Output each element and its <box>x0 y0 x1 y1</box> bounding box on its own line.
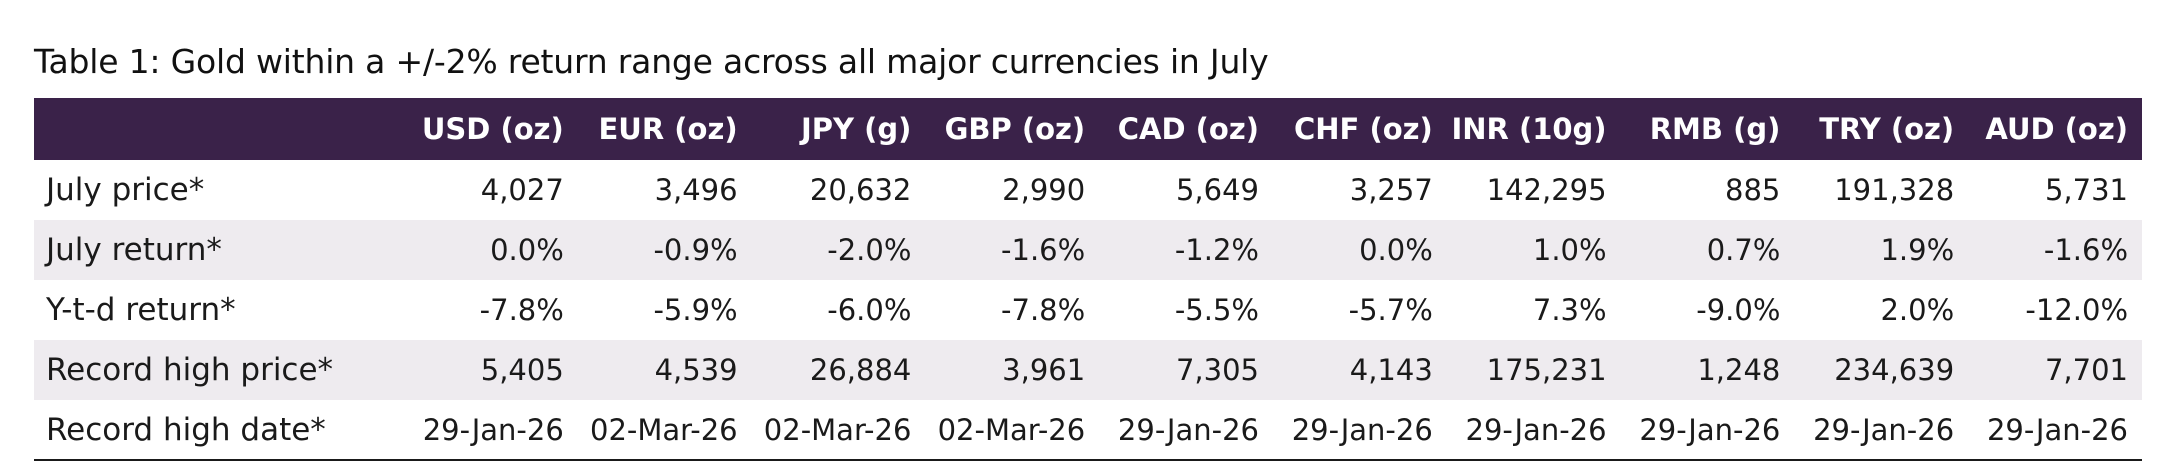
table-cell: 175,231 <box>1486 353 1607 387</box>
table-cell: 5,649 <box>1175 173 1259 207</box>
table-cell: 26,884 <box>809 353 912 387</box>
table-cell: 29-Jan-26 <box>1291 412 1433 447</box>
table-cell: 02-Mar-26 <box>937 412 1086 447</box>
table-cell: 0.0% <box>490 233 564 267</box>
header-cell: AUD (oz) <box>1985 112 2128 146</box>
table-cell: 29-Jan-26 <box>1986 412 2128 447</box>
row-label: Y-t-d return* <box>46 292 236 328</box>
table-cell: 29-Jan-26 <box>1465 412 1607 447</box>
header-cell: CAD (oz) <box>1117 112 1259 146</box>
table-cell: 1.9% <box>1880 233 1955 267</box>
row-label: July price* <box>46 172 205 208</box>
gold-returns-table: USD (oz) EUR (oz) JPY (g) GBP (oz) CAD (… <box>34 98 2142 461</box>
table-row: July price* 4,027 3,496 20,632 2,990 5,6… <box>34 160 2142 220</box>
table-cell: 02-Mar-26 <box>590 412 738 447</box>
table-cell: 0.7% <box>1706 233 1781 267</box>
table-cell: -5.9% <box>653 293 738 327</box>
header-row: USD (oz) EUR (oz) JPY (g) GBP (oz) CAD (… <box>34 98 2142 160</box>
table-cell: -6.0% <box>827 293 912 327</box>
header-cell: GBP (oz) <box>944 112 1086 146</box>
table-cell: 7,305 <box>1175 353 1259 387</box>
header-cell: RMB (g) <box>1649 112 1781 146</box>
table-cell: 2,990 <box>1002 173 1086 207</box>
table-cell: -1.6% <box>1001 233 1086 267</box>
table-cell: -2.0% <box>827 233 912 267</box>
table-cell: 02-Mar-26 <box>763 412 912 447</box>
table-cell: -0.9% <box>653 233 738 267</box>
header-cell: EUR (oz) <box>598 112 738 146</box>
table-cell: 29-Jan-26 <box>1639 412 1781 447</box>
table-cell: -7.8% <box>479 293 564 327</box>
table-cell: 234,639 <box>1834 353 1955 387</box>
row-label: Record high price* <box>46 352 334 388</box>
table-cell: -5.5% <box>1174 293 1259 327</box>
table-row: Y-t-d return* -7.8% -5.9% -6.0% -7.8% -5… <box>34 280 2142 340</box>
table-cell: 1.0% <box>1532 233 1607 267</box>
header-cell: INR (10g) <box>1451 112 1607 146</box>
table-row: Record high price* 5,405 4,539 26,884 3,… <box>34 340 2142 400</box>
table-cell: 142,295 <box>1486 173 1607 207</box>
table-cell: 0.0% <box>1359 233 1433 267</box>
table-cell: 4,143 <box>1349 353 1433 387</box>
header-cell: TRY (oz) <box>1819 112 1955 146</box>
table-cell: 5,731 <box>2044 173 2128 207</box>
table-cell: 885 <box>1725 173 1781 207</box>
table-cell: -5.7% <box>1348 293 1433 327</box>
table-cell: 191,328 <box>1834 173 1955 207</box>
table-cell: 20,632 <box>809 173 912 207</box>
table-cell: -1.6% <box>2043 233 2128 267</box>
header-cell: CHF (oz) <box>1294 112 1433 146</box>
table-cell: 5,405 <box>480 353 564 387</box>
table-row: Record high date* 29-Jan-26 02-Mar-26 02… <box>34 400 2142 460</box>
header-cell-empty <box>34 98 404 160</box>
row-label: Record high date* <box>46 411 326 448</box>
header-cell: USD (oz) <box>421 112 564 146</box>
table-cell: 29-Jan-26 <box>1117 412 1259 447</box>
table-cell: 7.3% <box>1532 293 1607 327</box>
table-cell: 3,257 <box>1349 173 1433 207</box>
table-cell: 3,496 <box>654 173 738 207</box>
table-cell: 3,961 <box>1002 353 1086 387</box>
table-title: Table 1: Gold within a +/-2% return rang… <box>34 42 1269 81</box>
table-cell: -12.0% <box>2025 293 2128 327</box>
table-cell: 2.0% <box>1880 293 1955 327</box>
table-cell: 1,248 <box>1697 353 1781 387</box>
header-cell: JPY (g) <box>800 112 912 146</box>
table-row: July return* 0.0% -0.9% -2.0% -1.6% -1.2… <box>34 220 2142 280</box>
table-cell: 7,701 <box>2044 353 2128 387</box>
table-cell: -9.0% <box>1696 293 1781 327</box>
table-cell: 4,027 <box>480 173 564 207</box>
table-cell: 4,539 <box>654 353 738 387</box>
table-cell: -7.8% <box>1001 293 1086 327</box>
table-cell: 29-Jan-26 <box>422 412 564 447</box>
table-cell: -1.2% <box>1174 233 1259 267</box>
row-label: July return* <box>46 232 222 268</box>
table-cell: 29-Jan-26 <box>1813 412 1955 447</box>
